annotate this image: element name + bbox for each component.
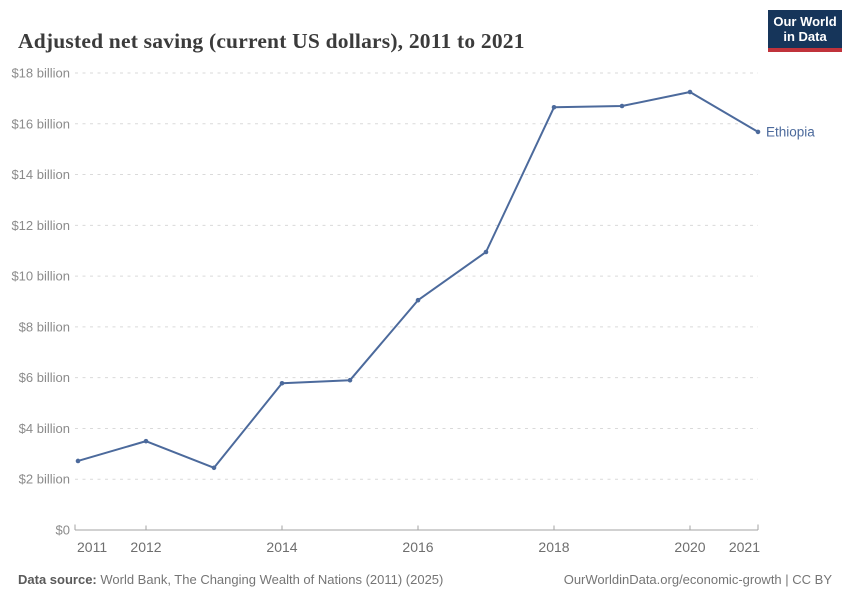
data-point-2011[interactable] xyxy=(75,458,81,464)
data-point-2017[interactable] xyxy=(483,249,489,255)
x-tick-label: 2020 xyxy=(674,539,705,555)
x-tick-label: 2021 xyxy=(729,539,760,555)
entity-label-ethiopia[interactable]: Ethiopia xyxy=(766,124,815,139)
x-tick-label: 2014 xyxy=(266,539,297,555)
y-tick-label: $12 billion xyxy=(11,218,70,233)
data-source-text: World Bank, The Changing Wealth of Natio… xyxy=(96,572,444,587)
data-point-2014[interactable] xyxy=(279,380,285,386)
x-tick-label: 2012 xyxy=(130,539,161,555)
x-tick-label: 2016 xyxy=(402,539,433,555)
chart-title: Adjusted net saving (current US dollars)… xyxy=(18,29,525,54)
x-tick-label: 2011 xyxy=(77,539,107,555)
chart-footer: Data source: World Bank, The Changing We… xyxy=(18,572,832,587)
data-point-2013[interactable] xyxy=(211,465,217,471)
y-tick-label: $0 xyxy=(56,523,70,538)
y-tick-label: $10 billion xyxy=(11,269,70,284)
x-tick-label: 2018 xyxy=(538,539,569,555)
data-point-2016[interactable] xyxy=(415,297,421,303)
data-source-label: Data source: xyxy=(18,572,97,587)
data-point-2012[interactable] xyxy=(143,438,149,444)
y-tick-label: $18 billion xyxy=(11,66,70,81)
ethiopia-line[interactable] xyxy=(77,91,759,469)
data-point-2021[interactable] xyxy=(755,129,761,135)
data-point-2019[interactable] xyxy=(619,103,625,109)
credit-link[interactable]: OurWorldinData.org/economic-growth | CC … xyxy=(563,572,832,587)
data-point-2020[interactable] xyxy=(687,89,693,95)
y-tick-label: $4 billion xyxy=(19,421,70,436)
y-tick-label: $16 billion xyxy=(11,116,70,131)
y-tick-label: $8 billion xyxy=(19,319,70,334)
data-source: Data source: World Bank, The Changing We… xyxy=(18,572,443,587)
y-tick-label: $14 billion xyxy=(11,167,70,182)
y-tick-label: $6 billion xyxy=(19,370,70,385)
data-point-2015[interactable] xyxy=(347,377,353,383)
owid-logo[interactable]: Our World in Data xyxy=(768,10,842,52)
y-tick-label: $2 billion xyxy=(19,472,70,487)
data-point-2018[interactable] xyxy=(551,104,557,110)
owid-logo-line2: in Data xyxy=(783,29,827,44)
owid-logo-line1: Our World xyxy=(773,14,837,29)
